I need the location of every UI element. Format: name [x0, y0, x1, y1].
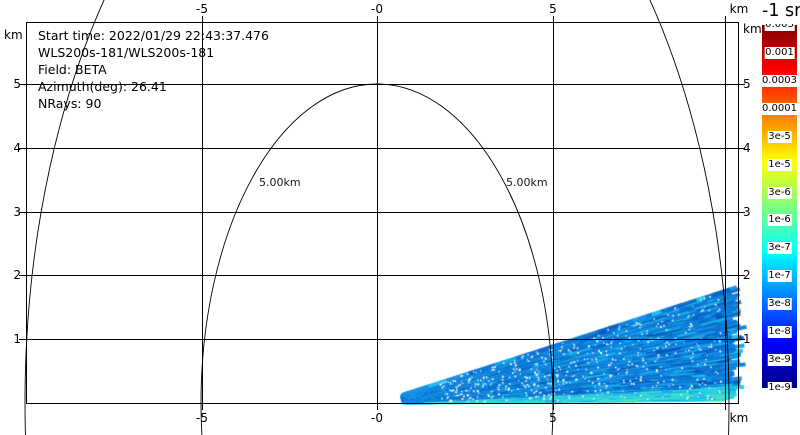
- colorbar-tick-label: 0.001: [764, 46, 795, 59]
- annotation-block: Start time: 2022/01/29 22:43:37.476 WLS2…: [38, 27, 269, 112]
- colorbar-tick-label: 3e-6: [767, 186, 792, 199]
- annotation-line-nrays: NRays: 90: [38, 96, 102, 111]
- plot-frame: [26, 22, 739, 404]
- annotation-line-field: Field: BETA: [38, 62, 107, 77]
- annotation-line-azimuth: Azimuth(deg): 26.41: [38, 79, 167, 94]
- colorbar-tick-label: 1e-6: [767, 214, 792, 227]
- colorbar-tick-label: 1e-9: [767, 382, 792, 394]
- colorbar-tick-label: 0.0001: [761, 102, 798, 115]
- colorbar-tick-label: 3e-5: [767, 130, 792, 143]
- annotation-line-instrument: WLS200s-181/WLS200s-181: [38, 45, 215, 60]
- units-title: -1 sr-1: [760, 1, 800, 24]
- colorbar-tick-label: 0.0003: [761, 74, 798, 87]
- colorbar-tick-label: 1e-8: [767, 326, 792, 339]
- colorbar-tick-label: 1e-7: [767, 270, 792, 283]
- colorbar-tick-label: 3e-7: [767, 242, 792, 255]
- colorbar: 0.003 0.001 0.0003 0.0001 3e-5 1e-5 3e-6 1e-6 3e…: [761, 19, 798, 394]
- colorbar-tick-label: 1e-5: [767, 158, 792, 171]
- annotation-line-start-time: Start time: 2022/01/29 22:43:37.476: [38, 28, 269, 43]
- colorbar-tick-label: 3e-9: [767, 354, 792, 367]
- colorbar-tick-label: 3e-8: [767, 298, 792, 311]
